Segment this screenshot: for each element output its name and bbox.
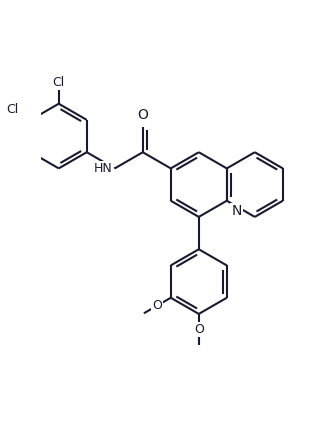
Text: Cl: Cl (6, 103, 18, 116)
Text: O: O (152, 299, 162, 312)
Text: Cl: Cl (53, 76, 65, 89)
Text: HN: HN (94, 162, 112, 175)
Text: O: O (137, 108, 148, 122)
Text: O: O (194, 323, 204, 336)
Text: N: N (231, 204, 242, 218)
